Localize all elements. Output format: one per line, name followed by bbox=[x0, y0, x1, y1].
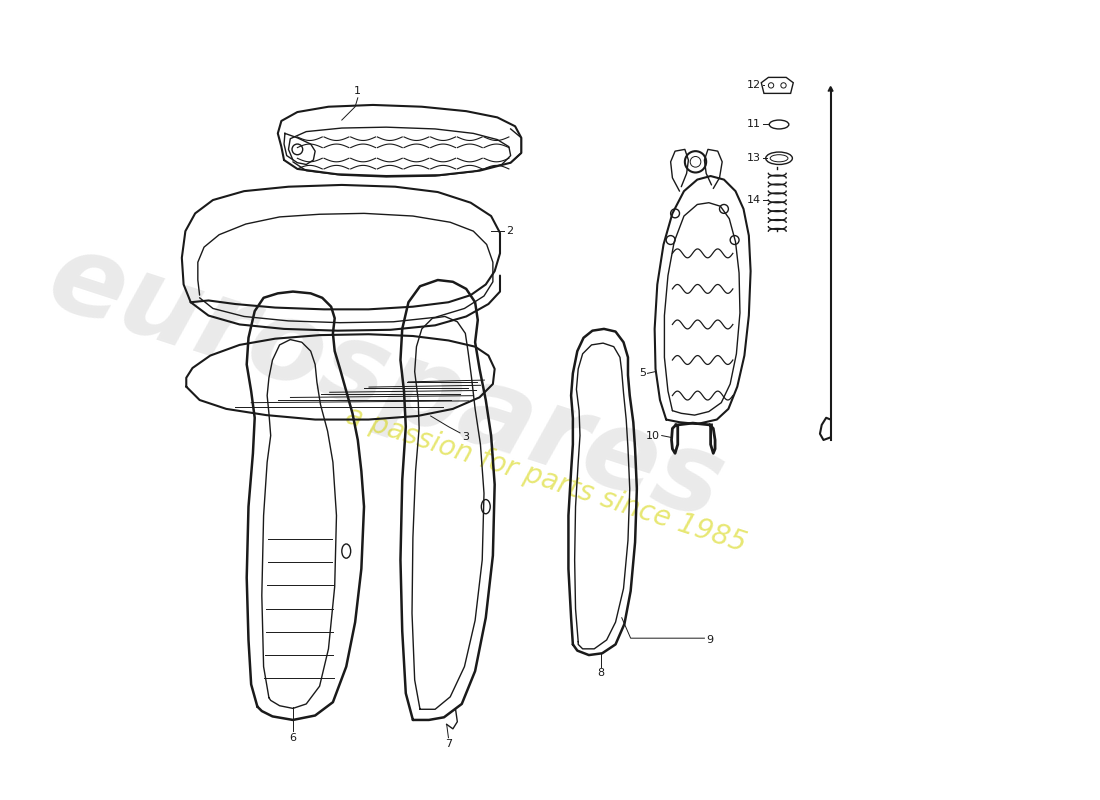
Text: 6: 6 bbox=[289, 734, 296, 743]
Text: 13: 13 bbox=[747, 154, 761, 163]
Text: 10: 10 bbox=[646, 430, 660, 441]
Text: 5: 5 bbox=[639, 368, 646, 378]
Text: 8: 8 bbox=[597, 668, 605, 678]
Text: 3: 3 bbox=[462, 432, 469, 442]
Text: 7: 7 bbox=[444, 739, 452, 750]
Text: 14: 14 bbox=[747, 195, 761, 205]
Text: eurospares: eurospares bbox=[35, 223, 737, 542]
Text: 2: 2 bbox=[506, 226, 514, 236]
Text: 1: 1 bbox=[354, 86, 361, 96]
Text: a passion for parts since 1985: a passion for parts since 1985 bbox=[342, 402, 750, 558]
Text: 12: 12 bbox=[747, 80, 761, 90]
Text: 9: 9 bbox=[706, 635, 713, 645]
Text: 11: 11 bbox=[747, 119, 761, 130]
